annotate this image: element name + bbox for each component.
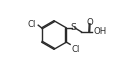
Text: Cl: Cl bbox=[71, 45, 80, 54]
Text: O: O bbox=[86, 18, 93, 27]
Text: Cl: Cl bbox=[28, 20, 36, 29]
Text: OH: OH bbox=[93, 27, 107, 36]
Text: S: S bbox=[70, 23, 76, 32]
